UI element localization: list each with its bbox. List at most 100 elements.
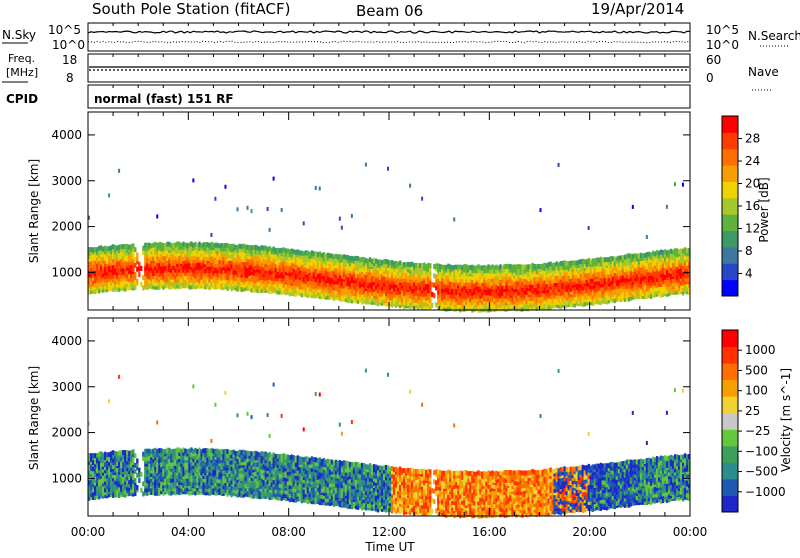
power-cell xyxy=(626,258,628,263)
velocity-cell xyxy=(136,485,138,490)
power-cell xyxy=(652,262,654,267)
power-cell xyxy=(174,243,176,248)
power-cell xyxy=(134,247,136,252)
velocity-cell xyxy=(198,452,200,457)
velocity-cell xyxy=(134,469,136,474)
power-cell xyxy=(654,251,656,256)
power-cell xyxy=(347,298,349,303)
velocity-scatter xyxy=(156,420,158,424)
power-cell xyxy=(122,244,124,249)
velocity-cell xyxy=(152,449,154,454)
power-cell xyxy=(513,264,515,269)
power-cell xyxy=(592,258,594,263)
cpid-label: CPID xyxy=(6,92,38,106)
power-cell xyxy=(241,287,243,292)
power-cell xyxy=(234,245,236,250)
velocity-cell xyxy=(154,448,156,453)
power-cell xyxy=(445,278,447,283)
velocity-cell xyxy=(166,452,168,457)
power-cell xyxy=(327,253,329,258)
nsky-label: N.Sky xyxy=(2,28,36,42)
power-cell xyxy=(377,259,379,264)
power-cell xyxy=(542,302,544,307)
power-cell xyxy=(568,284,570,289)
velocity-cell xyxy=(92,453,94,458)
power-cell xyxy=(477,264,479,269)
power-cell xyxy=(289,272,291,277)
colorbar-tick-label: 24 xyxy=(745,154,760,168)
power-cell xyxy=(265,246,267,251)
power-cell xyxy=(608,266,610,271)
velocity-cell xyxy=(142,491,144,496)
power-cell xyxy=(511,265,513,270)
power-scatter xyxy=(156,214,158,218)
power-cell xyxy=(132,273,134,278)
power-cell xyxy=(261,263,263,268)
power-cell xyxy=(403,262,405,267)
power-cell xyxy=(297,249,299,254)
power-cell xyxy=(224,279,226,284)
power-scatter xyxy=(540,208,542,212)
power-cell xyxy=(273,273,275,278)
power-cell xyxy=(136,267,138,272)
power-cell xyxy=(572,261,574,266)
power-cell xyxy=(118,287,120,292)
power-cell xyxy=(118,261,120,266)
power-cell xyxy=(180,249,182,254)
power-cell xyxy=(104,246,106,251)
date-label: 19/Apr/2014 xyxy=(591,0,684,18)
power-cell xyxy=(168,242,170,247)
power-cell xyxy=(489,265,491,270)
velocity-cell xyxy=(166,448,168,453)
power-cell xyxy=(168,253,170,258)
power-cell xyxy=(596,272,598,277)
power-cell xyxy=(156,243,158,248)
velocity-cell xyxy=(128,451,130,456)
power-cell xyxy=(630,283,632,288)
power-cell xyxy=(546,305,548,310)
power-cell xyxy=(560,288,562,293)
power-cell xyxy=(686,287,688,292)
power-cell xyxy=(152,243,154,248)
power-cell xyxy=(295,289,297,294)
velocity-cell xyxy=(148,456,150,461)
power-cell xyxy=(355,256,357,261)
power-cell xyxy=(580,259,582,264)
power-scatter xyxy=(192,178,194,182)
power-cell xyxy=(214,253,216,258)
power-cell xyxy=(644,285,646,290)
power-scatter xyxy=(421,197,423,201)
power-cell xyxy=(158,263,160,268)
power-cell xyxy=(429,263,431,268)
velocity-cell xyxy=(98,452,100,457)
power-cell xyxy=(554,263,556,268)
power-cell xyxy=(317,259,319,264)
power-cell xyxy=(142,250,144,255)
power-scatter xyxy=(319,187,321,191)
power-cell xyxy=(347,266,349,271)
power-cell xyxy=(337,268,339,273)
power-cell xyxy=(361,257,363,262)
power-cell xyxy=(112,244,114,249)
power-cell xyxy=(303,251,305,256)
power-cell xyxy=(548,292,550,297)
power-cell xyxy=(568,271,570,276)
power-cell xyxy=(170,243,172,248)
velocity-cell xyxy=(170,449,172,454)
power-cell xyxy=(397,277,399,282)
velocity-cell xyxy=(178,448,180,453)
power-cell xyxy=(650,252,652,257)
power-cell xyxy=(523,265,525,270)
power-cell xyxy=(529,264,531,269)
velocity-cell xyxy=(180,455,182,460)
velocity-cell xyxy=(180,471,182,476)
power-cell xyxy=(544,263,546,268)
power-cell xyxy=(210,256,212,261)
power-cell xyxy=(371,284,373,289)
power-cell xyxy=(176,246,178,251)
power-cell xyxy=(283,261,285,266)
power-cell xyxy=(210,242,212,247)
power-cell xyxy=(367,268,369,273)
power-cell xyxy=(222,283,224,288)
power-cell xyxy=(329,292,331,297)
